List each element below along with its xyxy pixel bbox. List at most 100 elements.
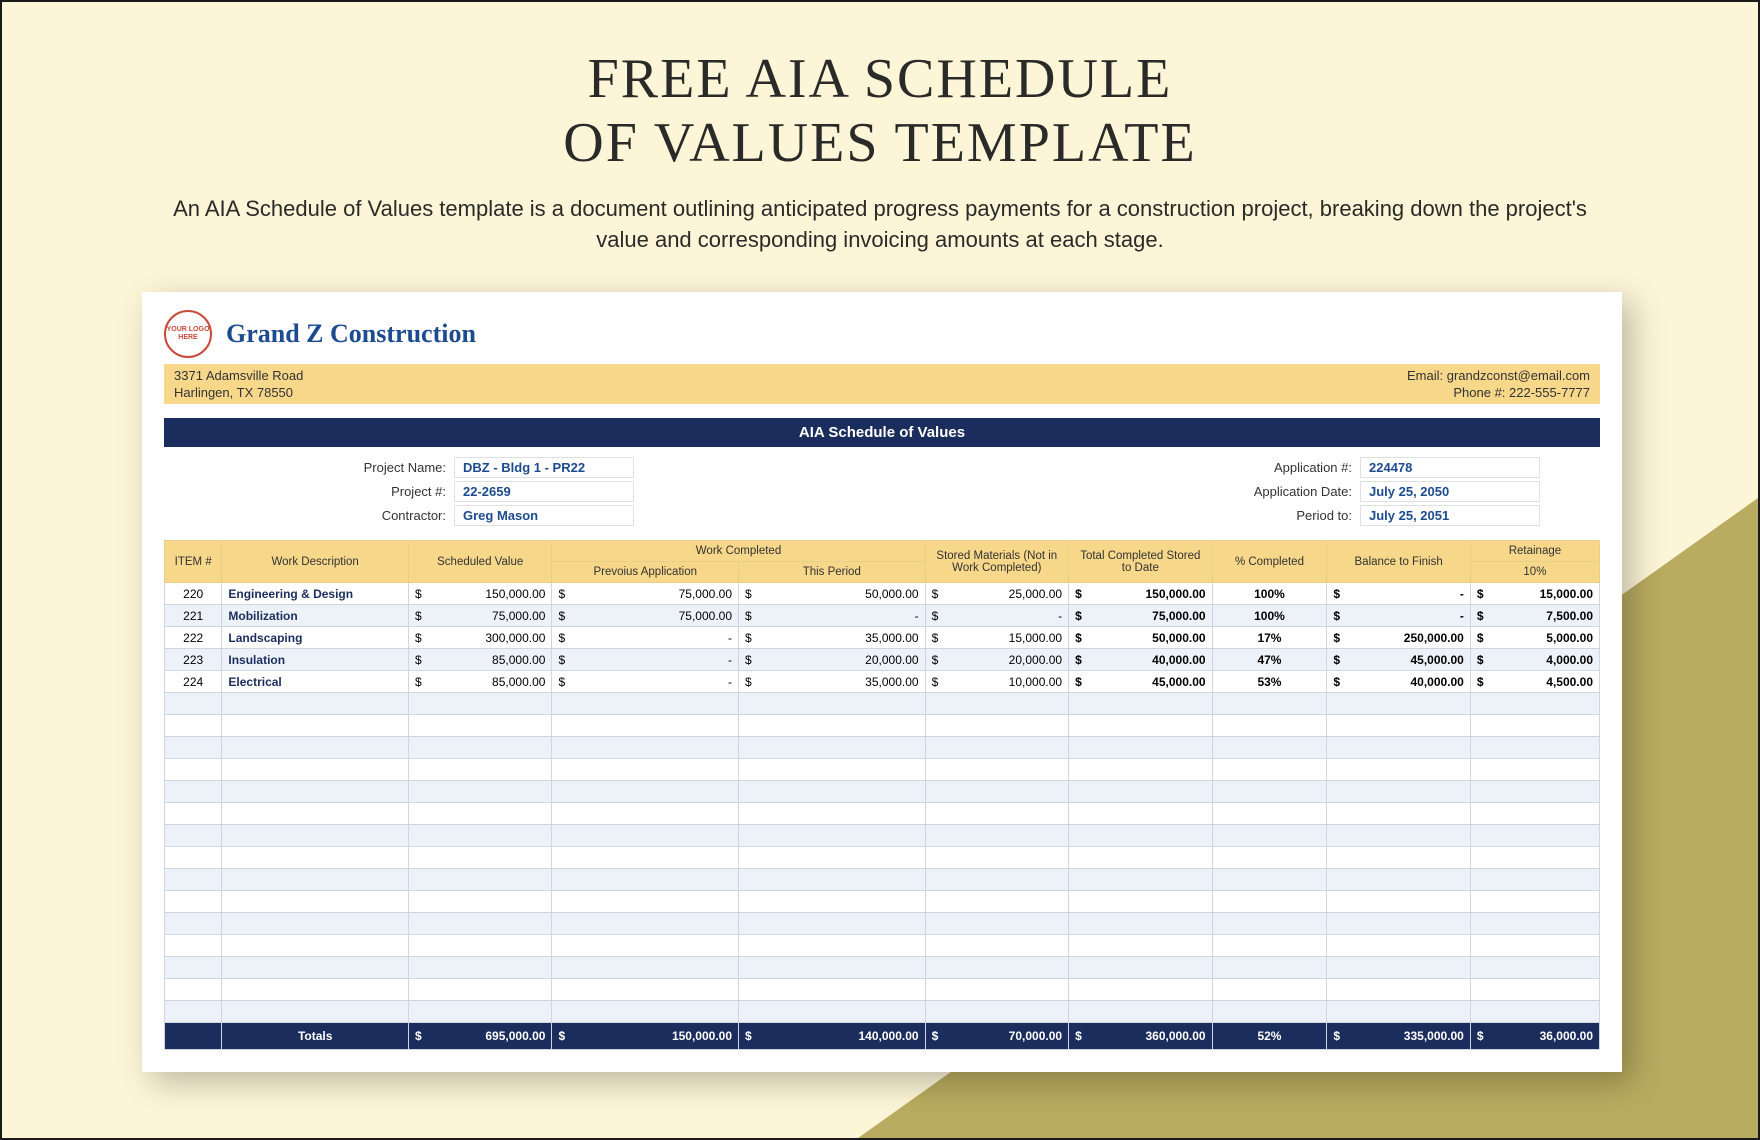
empty-cell: [552, 847, 739, 869]
empty-cell: [1069, 891, 1213, 913]
empty-cell: [552, 825, 739, 847]
cell-item: 223: [165, 649, 222, 671]
empty-cell: [165, 847, 222, 869]
empty-cell: [1327, 781, 1471, 803]
empty-cell: [222, 979, 409, 1001]
empty-cell: [222, 847, 409, 869]
table-row: 222Landscaping$300,000.00$-$35,000.00$15…: [165, 627, 1600, 649]
empty-cell: [1327, 803, 1471, 825]
empty-cell: [1069, 1001, 1213, 1023]
table-row-empty: [165, 847, 1600, 869]
empty-cell: [408, 803, 552, 825]
empty-cell: [739, 737, 926, 759]
empty-cell: [1327, 869, 1471, 891]
th-work-completed: Work Completed: [552, 541, 925, 562]
meta-label: Contractor:: [324, 508, 454, 523]
empty-cell: [1069, 715, 1213, 737]
meta-left-col: Project Name:DBZ - Bldg 1 - PR22Project …: [324, 457, 634, 526]
empty-cell: [552, 715, 739, 737]
table-row-empty: [165, 869, 1600, 891]
meta-row: Application #:224478: [1230, 457, 1540, 478]
empty-cell: [222, 737, 409, 759]
cell-pct: 17%: [1212, 627, 1327, 649]
empty-cell: [165, 957, 222, 979]
totals-label: Totals: [222, 1023, 409, 1050]
empty-cell: [1470, 737, 1599, 759]
empty-cell: [925, 913, 1069, 935]
company-phone: Phone #: 222-555-7777: [1407, 385, 1590, 400]
empty-cell: [1212, 715, 1327, 737]
empty-cell: [925, 803, 1069, 825]
empty-cell: [1327, 935, 1471, 957]
empty-cell: [739, 781, 926, 803]
meta-row: Project #:22-2659: [324, 481, 634, 502]
cell-pct: 53%: [1212, 671, 1327, 693]
cell-desc: Electrical: [222, 671, 409, 693]
empty-cell: [1327, 715, 1471, 737]
empty-cell: [1327, 891, 1471, 913]
empty-cell: [1327, 1001, 1471, 1023]
cell-item: 220: [165, 583, 222, 605]
empty-cell: [1470, 781, 1599, 803]
empty-cell: [1212, 979, 1327, 1001]
empty-cell: [925, 979, 1069, 1001]
empty-cell: [1069, 781, 1213, 803]
empty-cell: [552, 737, 739, 759]
meta-right-col: Application #:224478Application Date:Jul…: [1230, 457, 1540, 526]
empty-cell: [1470, 957, 1599, 979]
th-pct: % Completed: [1212, 541, 1327, 583]
table-row: 221Mobilization$75,000.00$75,000.00$-$-$…: [165, 605, 1600, 627]
empty-cell: [925, 759, 1069, 781]
empty-cell: [408, 913, 552, 935]
empty-cell: [552, 957, 739, 979]
empty-cell: [1069, 759, 1213, 781]
document-title-bar: AIA Schedule of Values: [164, 418, 1600, 447]
empty-cell: [1327, 737, 1471, 759]
cell-desc: Engineering & Design: [222, 583, 409, 605]
empty-cell: [552, 1001, 739, 1023]
empty-cell: [1069, 935, 1213, 957]
table-row-empty: [165, 935, 1600, 957]
address-line2: Harlingen, TX 78550: [174, 385, 303, 400]
empty-cell: [222, 803, 409, 825]
empty-cell: [1327, 693, 1471, 715]
empty-cell: [925, 891, 1069, 913]
empty-cell: [222, 1001, 409, 1023]
empty-cell: [925, 737, 1069, 759]
empty-cell: [739, 1001, 926, 1023]
empty-cell: [552, 781, 739, 803]
empty-cell: [408, 781, 552, 803]
table-header: ITEM # Work Description Scheduled Value …: [165, 541, 1600, 583]
meta-row: Contractor:Greg Mason: [324, 505, 634, 526]
table-row-empty: [165, 803, 1600, 825]
empty-cell: [165, 1001, 222, 1023]
schedule-table: ITEM # Work Description Scheduled Value …: [164, 540, 1600, 1050]
empty-cell: [739, 825, 926, 847]
empty-cell: [222, 715, 409, 737]
cell-desc: Landscaping: [222, 627, 409, 649]
empty-cell: [408, 847, 552, 869]
empty-cell: [1470, 891, 1599, 913]
empty-cell: [1212, 935, 1327, 957]
company-email: Email: grandzconst@email.com: [1407, 368, 1590, 383]
address-bar: 3371 Adamsville Road Harlingen, TX 78550…: [164, 364, 1600, 404]
logo-placeholder: YOUR LOGO HERE: [164, 310, 212, 358]
empty-cell: [739, 957, 926, 979]
empty-cell: [1069, 869, 1213, 891]
empty-cell: [1069, 803, 1213, 825]
empty-cell: [1069, 957, 1213, 979]
th-prev-app: Prevoius Application: [552, 562, 739, 583]
empty-cell: [739, 715, 926, 737]
totals-empty: [165, 1023, 222, 1050]
totals-pct: 52%: [1212, 1023, 1327, 1050]
empty-cell: [925, 957, 1069, 979]
empty-cell: [1212, 869, 1327, 891]
empty-cell: [739, 803, 926, 825]
table-row-empty: [165, 1001, 1600, 1023]
empty-cell: [1069, 737, 1213, 759]
empty-cell: [739, 847, 926, 869]
empty-cell: [165, 913, 222, 935]
cell-item: 221: [165, 605, 222, 627]
table-row-empty: [165, 891, 1600, 913]
th-balance: Balance to Finish: [1327, 541, 1471, 583]
